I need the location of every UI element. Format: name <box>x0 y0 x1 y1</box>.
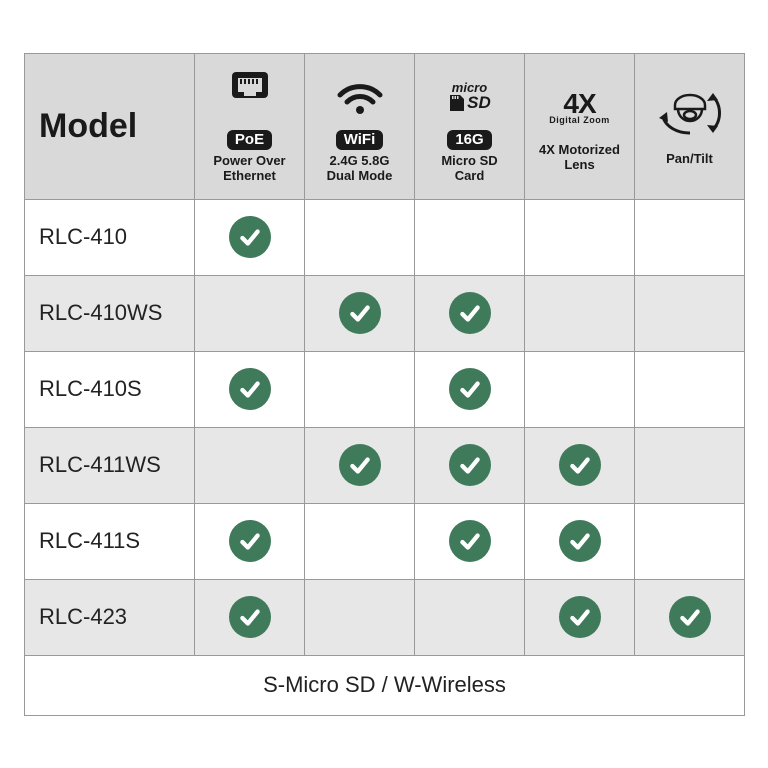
model-cell: RLC-410 <box>25 199 195 275</box>
feature-sub: 2.4G 5.8G Dual Mode <box>309 154 410 184</box>
feature-cell <box>415 503 525 579</box>
microsd-icon: micro SD <box>448 68 491 128</box>
feature-cell <box>415 275 525 351</box>
feature-cell <box>305 351 415 427</box>
check-icon <box>449 444 491 486</box>
feature-cell <box>635 199 745 275</box>
feature-cell <box>415 351 525 427</box>
table-row: RLC-410WS <box>25 275 745 351</box>
feature-cell <box>415 427 525 503</box>
feature-cell <box>195 199 305 275</box>
pantilt-icon <box>655 85 725 145</box>
poe-badge: PoE <box>227 130 272 151</box>
feature-cell <box>305 275 415 351</box>
feature-cell <box>195 427 305 503</box>
check-icon <box>559 444 601 486</box>
model-cell: RLC-410S <box>25 351 195 427</box>
feature-sub: Power Over Ethernet <box>199 154 300 184</box>
check-icon <box>449 292 491 334</box>
feature-cell <box>305 579 415 655</box>
feature-cell <box>525 275 635 351</box>
feature-cell <box>525 351 635 427</box>
feature-header-microsd: micro SD 16G Micro SD Card <box>415 53 525 199</box>
model-cell: RLC-411WS <box>25 427 195 503</box>
feature-cell <box>525 427 635 503</box>
feature-header-poe: PoE Power Over Ethernet <box>195 53 305 199</box>
check-icon <box>229 520 271 562</box>
check-icon <box>339 292 381 334</box>
check-icon <box>229 368 271 410</box>
feature-sub: Pan/Tilt <box>639 152 740 167</box>
feature-cell <box>525 199 635 275</box>
feature-header-pantilt: Pan/Tilt <box>635 53 745 199</box>
feature-cell <box>525 503 635 579</box>
feature-sub: 4X Motorized Lens <box>529 143 630 173</box>
model-cell: RLC-423 <box>25 579 195 655</box>
check-icon <box>339 444 381 486</box>
check-icon <box>559 596 601 638</box>
feature-cell <box>305 503 415 579</box>
feature-cell <box>525 579 635 655</box>
feature-cell <box>635 579 745 655</box>
table-row: RLC-423 <box>25 579 745 655</box>
table-row: RLC-410S <box>25 351 745 427</box>
table-header-row: Model <box>25 53 745 199</box>
feature-cell <box>195 579 305 655</box>
wifi-icon <box>336 68 384 128</box>
table-row: RLC-411S <box>25 503 745 579</box>
feature-header-zoom: 4X Digital Zoom 4X Motorized Lens <box>525 53 635 199</box>
feature-header-wifi: WiFi 2.4G 5.8G Dual Mode <box>305 53 415 199</box>
model-cell: RLC-411S <box>25 503 195 579</box>
table-row: RLC-410 <box>25 199 745 275</box>
feature-cell <box>195 503 305 579</box>
check-icon <box>669 596 711 638</box>
check-icon <box>229 596 271 638</box>
feature-sub: Micro SD Card <box>419 154 520 184</box>
check-icon <box>229 216 271 258</box>
check-icon <box>559 520 601 562</box>
feature-cell <box>415 199 525 275</box>
ethernet-icon <box>226 68 274 128</box>
feature-cell <box>195 275 305 351</box>
model-cell: RLC-410WS <box>25 275 195 351</box>
model-header: Model <box>25 53 195 199</box>
microsd-badge: 16G <box>447 130 491 151</box>
feature-table: Model <box>24 53 745 716</box>
feature-cell <box>635 427 745 503</box>
feature-cell <box>195 351 305 427</box>
feature-cell <box>305 427 415 503</box>
table-footer: S-Micro SD / W-Wireless <box>25 655 745 715</box>
wifi-badge: WiFi <box>336 130 384 151</box>
check-icon <box>449 368 491 410</box>
table-body: RLC-410RLC-410WSRLC-410SRLC-411WSRLC-411… <box>25 199 745 655</box>
feature-cell <box>635 275 745 351</box>
table-row: RLC-411WS <box>25 427 745 503</box>
feature-cell <box>415 579 525 655</box>
zoom-icon: 4X Digital Zoom <box>549 79 610 139</box>
check-icon <box>449 520 491 562</box>
feature-cell <box>305 199 415 275</box>
feature-cell <box>635 503 745 579</box>
feature-cell <box>635 351 745 427</box>
